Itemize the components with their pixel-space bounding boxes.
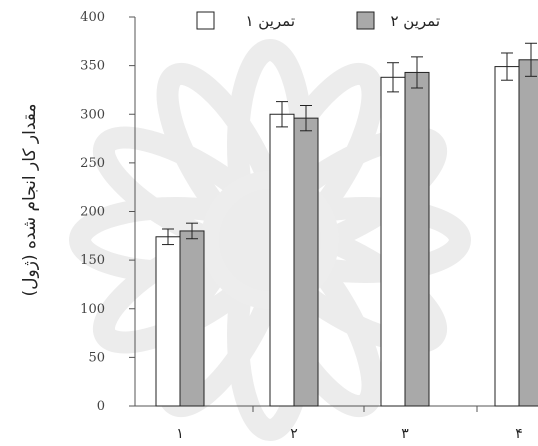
x-tick-label: ۱ — [176, 426, 184, 442]
x-tick-label: ۴ — [515, 426, 523, 442]
legend: تمرین ۱ تمرین ۲ — [196, 11, 440, 30]
bars — [155, 59, 538, 407]
error-bars — [162, 42, 537, 246]
y-tick-label: 0 — [97, 399, 105, 414]
x-tick-label: ۲ — [290, 426, 298, 442]
y-tick-label: 200 — [80, 205, 105, 220]
bar-series2-cat1 — [179, 230, 205, 407]
y-tick-label: 300 — [80, 107, 105, 122]
y-axis-label: مقدار کار انجام شده (ژول) — [20, 104, 40, 297]
bar-series2-cat3 — [404, 71, 430, 407]
y-tick-label: 350 — [80, 59, 105, 74]
y-tick-label: 250 — [80, 156, 105, 171]
legend-label-2: تمرین ۲ — [390, 12, 440, 30]
bar-series1-cat1 — [155, 236, 181, 407]
axes — [129, 16, 538, 412]
legend-label-1: تمرین ۱ — [245, 12, 295, 30]
legend-swatch-2 — [356, 11, 375, 30]
x-tick-labels: ۱ ۲ ۳ ۴ — [176, 426, 523, 442]
bar-series2-cat2 — [293, 117, 319, 407]
y-tick-labels: 0 50 100 150 200 250 300 350 400 — [80, 10, 105, 414]
bar-series1-cat4 — [494, 66, 520, 407]
y-tick-label: 150 — [80, 253, 105, 268]
bar-series2-cat4 — [518, 59, 538, 407]
legend-swatch-1 — [196, 11, 215, 30]
x-tick-label: ۳ — [401, 426, 409, 442]
bar-series1-cat2 — [269, 113, 295, 407]
y-tick-label: 100 — [80, 302, 105, 317]
bar-series1-cat3 — [380, 76, 406, 407]
y-tick-label: 400 — [80, 10, 105, 25]
y-tick-label: 50 — [88, 350, 105, 365]
